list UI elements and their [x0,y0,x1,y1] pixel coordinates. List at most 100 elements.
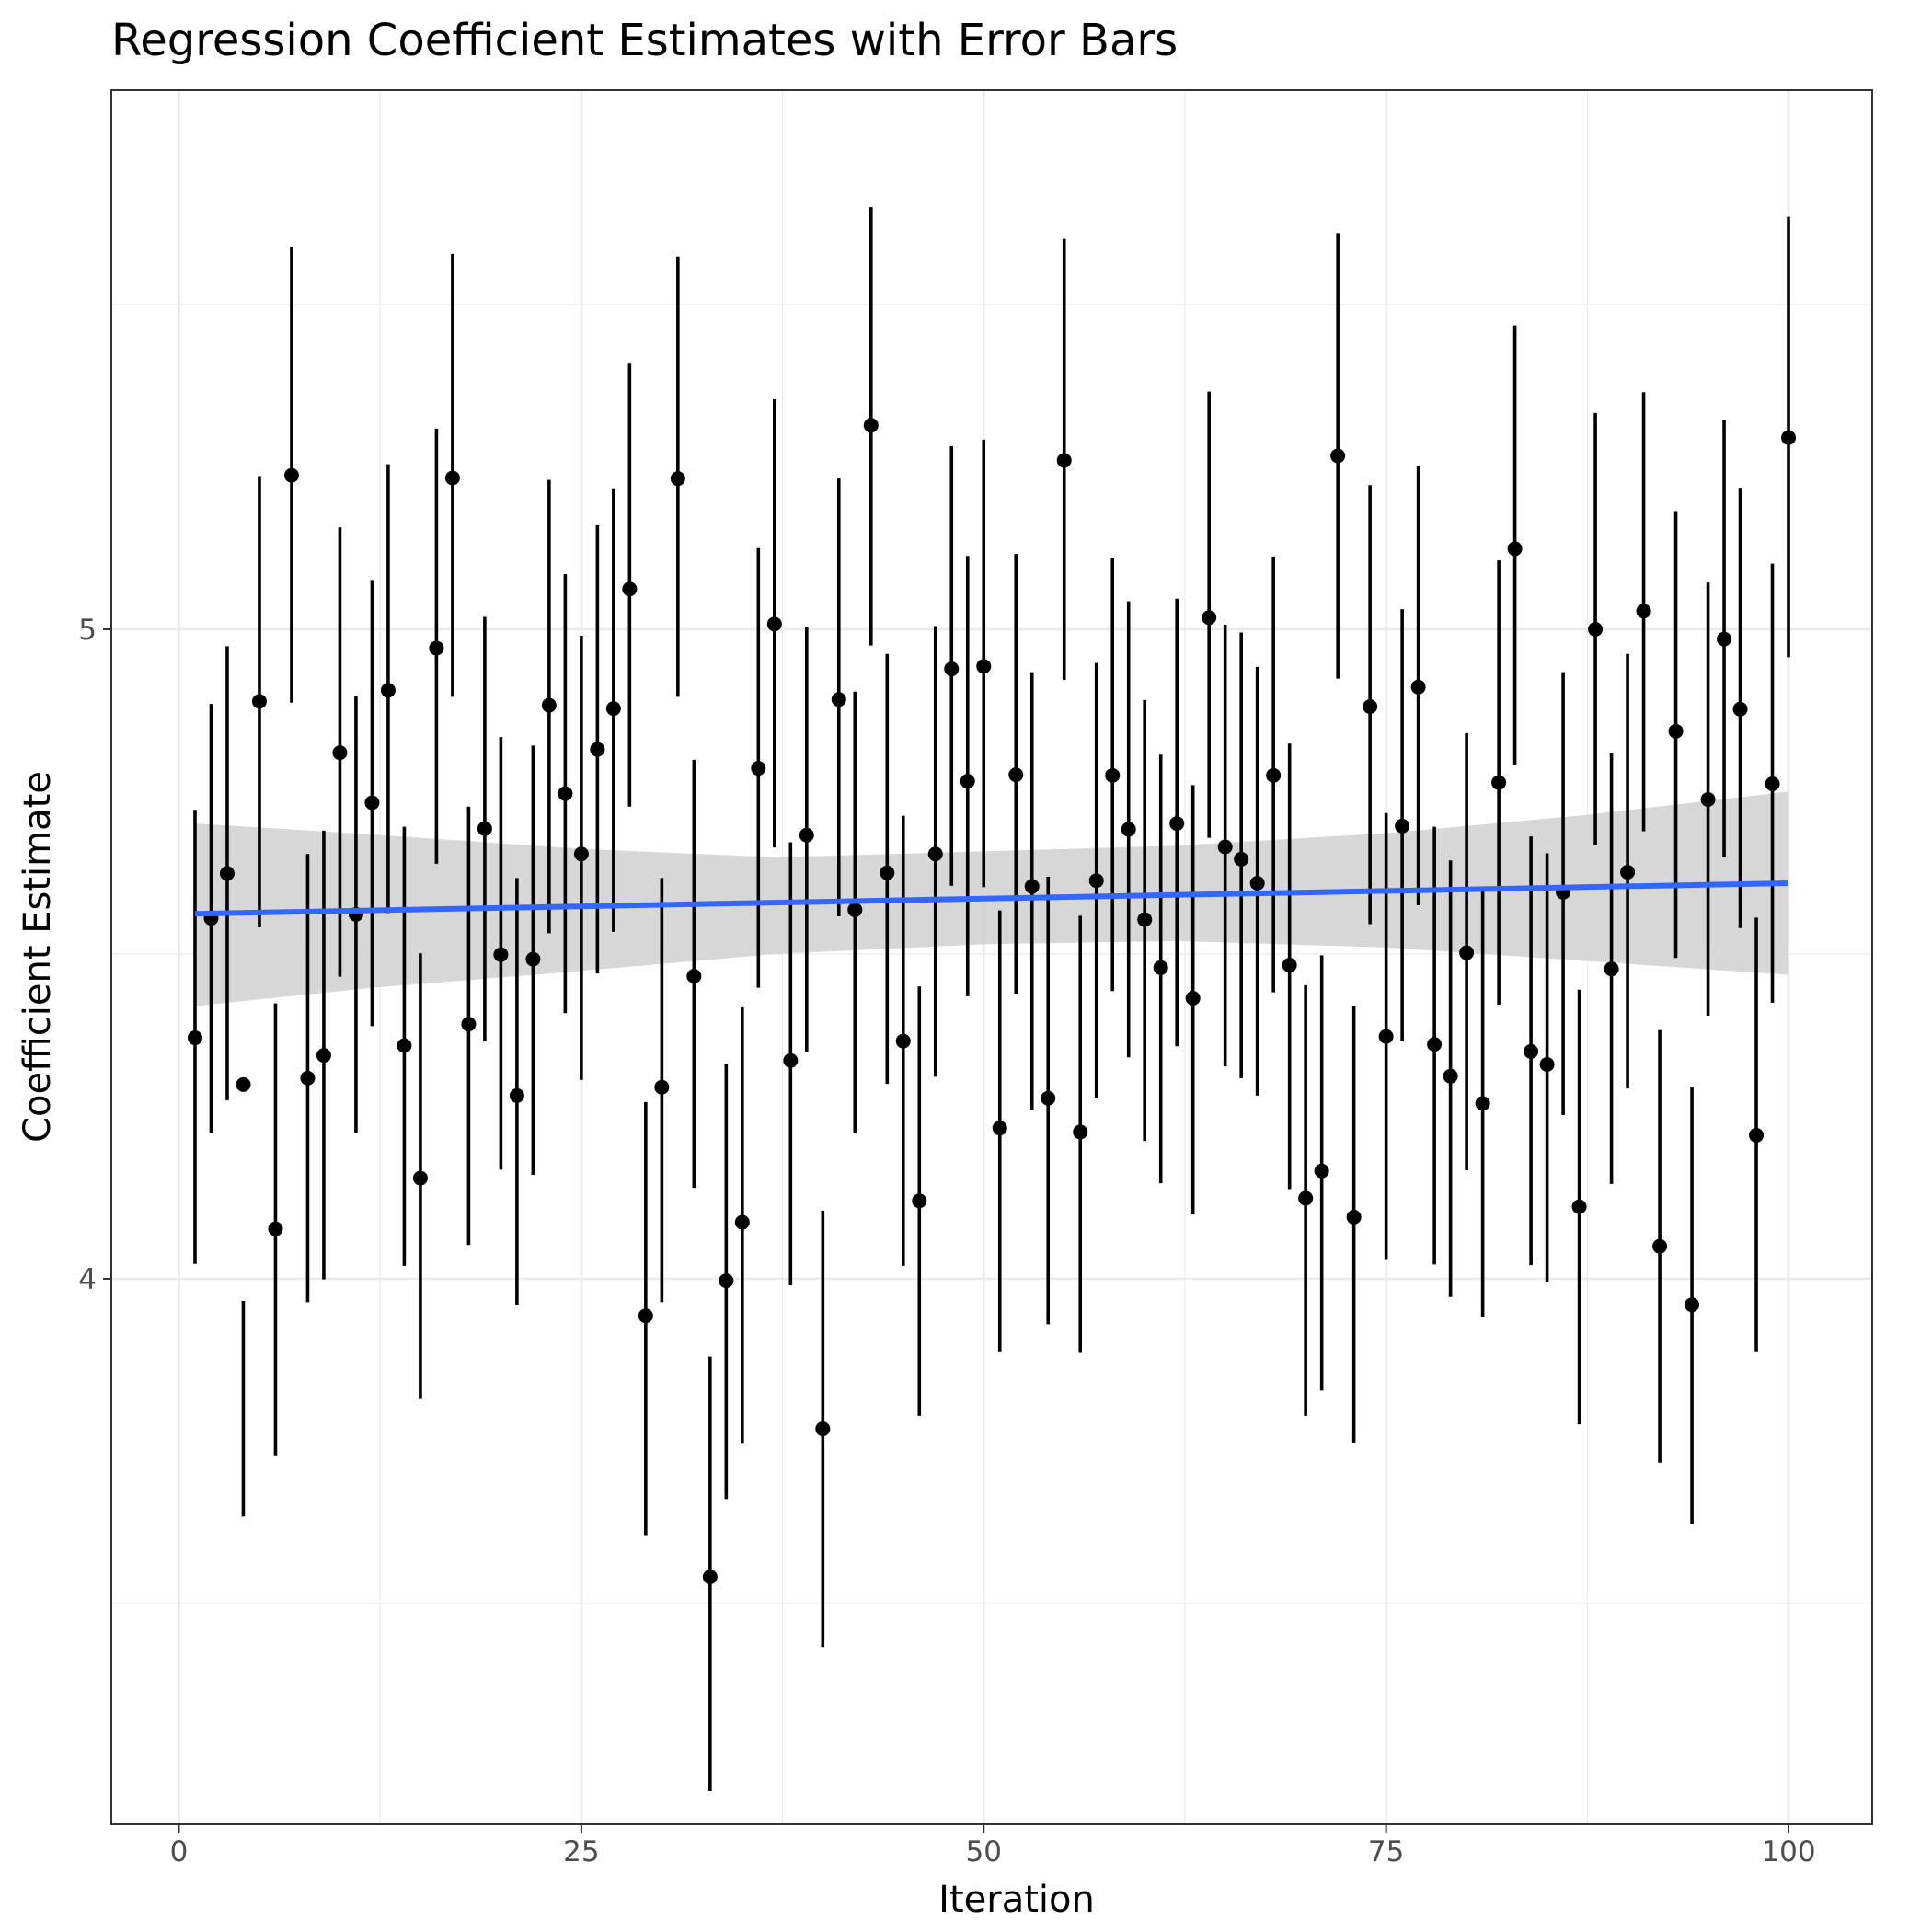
data-point [638,1308,653,1324]
data-point [573,846,589,862]
data-point [783,1052,799,1068]
data-point [590,742,605,757]
y-tick-label: 5 [78,614,97,647]
data-point [766,616,782,632]
data-point [1008,767,1024,783]
data-point [944,661,960,677]
x-tick-label: 0 [170,1835,189,1869]
data-point [1636,604,1651,619]
data-point [622,581,638,597]
data-point [1685,1297,1700,1313]
data-point [1314,1163,1329,1179]
data-point [1459,945,1475,960]
data-point [912,1193,927,1209]
x-axis-title: Iteration [938,1879,1095,1921]
data-point [397,1038,412,1053]
data-point [670,471,685,487]
data-point [1202,610,1217,626]
x-tick-label: 25 [563,1835,599,1869]
data-point [558,786,573,801]
plot-panel-border [110,89,1873,1825]
data-point [895,1033,911,1049]
data-point [1073,1124,1088,1140]
data-point [1507,541,1523,557]
data-point [380,683,396,698]
data-point [541,697,557,713]
data-point [686,968,702,983]
data-point [751,761,766,776]
data-points [187,418,1797,1585]
data-point [187,1030,202,1046]
data-point [1378,1029,1394,1044]
data-point [1330,448,1346,464]
chart-title: Regression Coefficient Estimates with Er… [111,15,1178,66]
data-point [300,1070,316,1086]
data-point [1443,1068,1458,1084]
data-point [1217,839,1233,855]
data-point [719,1273,734,1289]
data-point [444,470,460,486]
x-tick-label: 50 [966,1835,1002,1869]
y-axis-ticks: 45 [78,614,111,1296]
data-point [461,1017,477,1032]
data-point [1137,912,1153,927]
data-point [1282,957,1297,972]
data-point [1185,990,1201,1006]
data-point [880,865,895,880]
trend-line-segment [194,880,1789,917]
x-tick-label: 100 [1761,1835,1815,1869]
data-point [1571,1199,1587,1214]
data-point [1266,767,1282,783]
data-point [654,1079,670,1095]
data-point [1234,851,1249,867]
data-point [412,1170,428,1186]
data-point [1024,879,1040,894]
data-point [1041,1090,1056,1106]
data-point [364,795,380,811]
data-point [1088,873,1104,889]
data-point [1668,723,1684,739]
data-point [236,1076,251,1092]
data-point [1427,1037,1443,1052]
data-point [927,846,943,862]
data-point [429,640,444,656]
data-point [1169,816,1185,832]
data-point [493,947,509,962]
data-point [1524,1043,1539,1059]
data-point [1475,1096,1490,1111]
data-point [1620,865,1636,880]
data-point [1363,698,1378,714]
data-point [799,827,814,843]
data-point [1781,430,1797,445]
data-point [1346,1209,1362,1225]
data-point [1700,791,1716,807]
data-point [1491,775,1507,790]
data-point [605,701,621,717]
data-point [831,692,846,707]
data-point [525,951,541,967]
data-point [734,1214,750,1230]
x-axis-ticks: 0 25 50 75 100 [170,1824,1816,1869]
data-point [1765,776,1780,791]
data-point [332,745,348,761]
data-point [251,694,267,709]
data-point [1153,960,1168,975]
y-tick-label: 4 [78,1263,97,1296]
data-point [976,659,992,674]
data-point [1652,1238,1668,1254]
data-point [1395,818,1410,834]
data-point [1539,1056,1555,1072]
y-axis-title: Coefficient Estimate [17,771,59,1143]
data-point [1749,1127,1765,1143]
x-tick-label: 75 [1368,1835,1404,1869]
data-point [1410,679,1426,695]
data-point [815,1421,831,1437]
data-point [992,1121,1007,1136]
data-point [1056,453,1072,468]
data-point [1249,876,1265,891]
data-point [283,467,299,483]
data-point [219,866,235,881]
data-point [847,902,863,917]
data-point [863,418,879,433]
